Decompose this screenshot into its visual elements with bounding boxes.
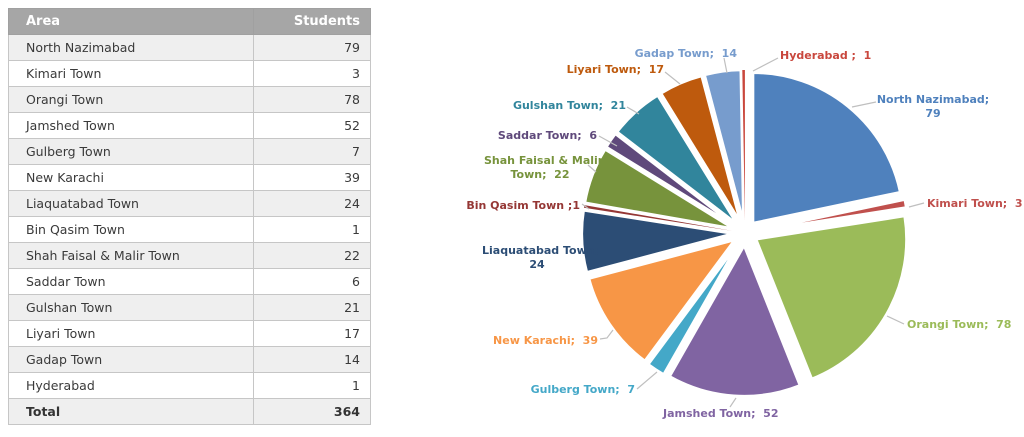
pie-slice-hyderabad[interactable] [742,69,745,220]
area-cell: Liyari Town [8,320,254,347]
pie-slices [580,68,908,398]
area-cell: New Karachi [8,164,254,191]
pie-slice-gulberg-town[interactable] [647,242,740,376]
students-cell: 1 [253,216,371,243]
leader-line-gulberg-town [636,371,658,390]
pie-slice-liaquatabad-town[interactable] [580,209,734,274]
pie-slice-new-karachi[interactable] [588,239,736,362]
total-label-cell: Total [8,398,254,425]
students-cell: 1 [253,372,371,399]
table-row[interactable]: Liyari Town 17 [8,320,371,347]
leader-line-bin-qasim-town [581,203,590,210]
leader-line-hyderabad [752,57,779,72]
table-body: North Nazimabad 79 Kimari Town 3 Orangi Town… [8,34,371,399]
area-cell: Gadap Town [8,346,254,373]
table-row[interactable]: North Nazimabad 79 [8,34,371,61]
area-cell: North Nazimabad [8,34,254,61]
area-cell: Orangi Town [8,86,254,113]
students-column-header: Students [253,8,371,35]
pie-slice-shah-faisal-malir-town[interactable] [583,148,734,230]
total-value-cell: 364 [253,398,371,425]
table-row[interactable]: New Karachi 39 [8,164,371,191]
table-row[interactable]: Orangi Town 78 [8,86,371,113]
area-cell: Gulberg Town [8,138,254,165]
total-row: Total 364 [8,398,371,425]
pie-chart [580,57,925,408]
area-cell: Saddar Town [8,268,254,295]
pie-slice-kimari-town[interactable] [756,198,908,232]
pie-slice-liyari-town[interactable] [660,74,742,223]
table-row[interactable]: Hyderabad 1 [8,372,371,399]
area-cell: Gulshan Town [8,294,254,321]
area-cell: Shah Faisal & Malir Town [8,242,254,269]
leader-line-jamshed-town [729,397,737,408]
students-cell: 78 [253,86,371,113]
students-cell: 39 [253,164,371,191]
table-row[interactable]: Gulshan Town 21 [8,294,371,321]
area-students-table: Area Students North Nazimabad 79 Kimari To… [8,8,371,425]
leader-line-kimari-town [908,202,925,208]
area-cell: Jamshed Town [8,112,254,139]
students-cell: 17 [253,320,371,347]
table-row[interactable]: Jamshed Town 52 [8,112,371,139]
table-row[interactable]: Bin Qasim Town 1 [8,216,371,243]
pie-slice-north-nazimabad[interactable] [752,71,902,225]
area-cell: Liaquatabad Town [8,190,254,217]
leader-line-new-karachi [599,329,614,340]
students-cell: 52 [253,112,371,139]
students-cell: 6 [253,268,371,295]
students-table: Area Students North Nazimabad 79 Kimari To… [8,8,371,425]
table-row[interactable]: Gulberg Town 7 [8,138,371,165]
table-row[interactable]: Shah Faisal & Malir Town 22 [8,242,371,269]
table-row[interactable]: Saddar Town 6 [8,268,371,295]
students-cell: 14 [253,346,371,373]
area-cell: Kimari Town [8,60,254,87]
table-row[interactable]: Liaquatabad Town 24 [8,190,371,217]
students-cell: 7 [253,138,371,165]
table-row[interactable]: Gadap Town 14 [8,346,371,373]
pie-slice-jamshed-town[interactable] [668,244,801,398]
leader-line-orangi-town [886,315,905,325]
students-cell: 22 [253,242,371,269]
pie-slice-saddar-town[interactable] [605,132,736,227]
leader-line-saddar-town [598,135,618,147]
area-cell: Hyderabad [8,372,254,399]
area-column-header: Area [8,8,254,35]
pie-slice-orangi-town[interactable] [755,215,908,380]
pie-slice-gadap-town[interactable] [703,68,745,222]
students-cell: 79 [253,34,371,61]
area-cell: Bin Qasim Town [8,216,254,243]
table-row[interactable]: Kimari Town 3 [8,60,371,87]
leader-lines [581,57,925,408]
students-cell: 3 [253,60,371,87]
students-cell: 21 [253,294,371,321]
students-cell: 24 [253,190,371,217]
leader-line-liyari-town [664,71,681,85]
pie-chart-area: North Nazimabad; 79 Kimari Town; 3 Orangi … [420,0,1024,437]
pie-slice-bin-qasim-town[interactable] [584,205,733,231]
leader-line-gulshan-town [626,106,640,115]
leader-line-north-nazimabad [851,101,877,108]
table-header-row: Area Students [8,8,371,35]
leader-line-gadap-town [723,57,728,74]
leader-line-shah-faisal-malir-town [587,164,597,173]
